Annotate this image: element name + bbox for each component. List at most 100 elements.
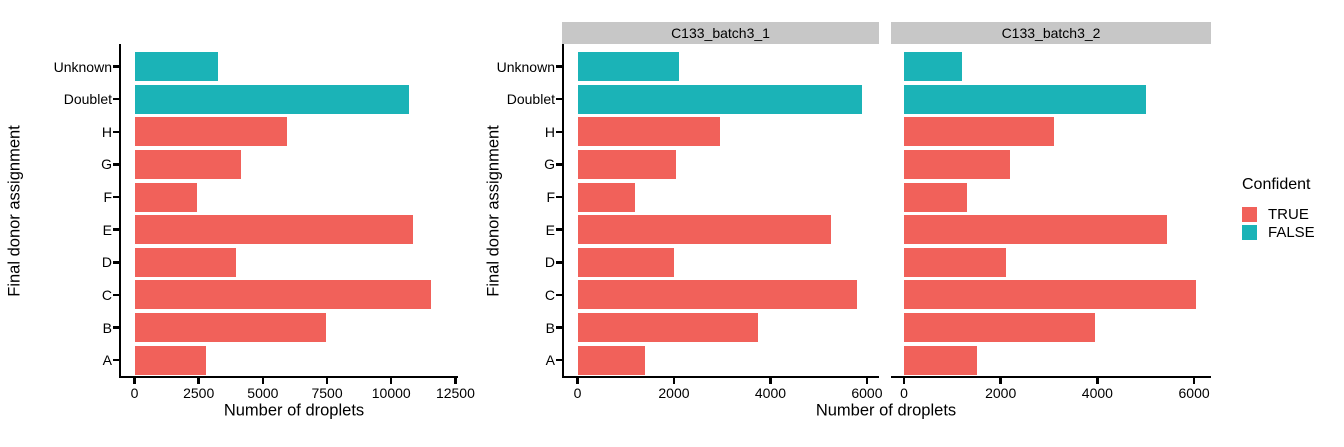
category-label: D <box>544 254 555 271</box>
y-tick-mark <box>556 293 562 297</box>
x-axis-title-right: Number of droplets <box>815 401 957 420</box>
y-tick-mark <box>113 195 119 199</box>
bar-h <box>134 117 288 147</box>
x-tick-label: 6000 <box>1178 385 1210 401</box>
category-label: B <box>102 319 112 336</box>
legend-swatch-false-icon <box>1242 225 1257 241</box>
y-tick-mark <box>556 195 562 199</box>
y-tick-mark <box>556 163 562 166</box>
bar-f <box>904 182 967 212</box>
legend-title: Confident <box>1242 176 1311 193</box>
bar-unknown <box>577 52 679 81</box>
bar-a <box>134 345 207 375</box>
x-tick-label: 2500 <box>183 385 215 401</box>
bar-g <box>134 149 242 179</box>
category-label: C <box>544 286 555 303</box>
x-tick-mark <box>672 378 676 384</box>
y-tick-mark <box>556 358 562 362</box>
category-label: C <box>101 286 112 303</box>
category-label: F <box>546 189 555 206</box>
y-tick-mark <box>113 228 119 231</box>
y-tick-mark <box>113 261 119 264</box>
bar-d <box>134 247 236 277</box>
category-label: B <box>545 319 555 336</box>
bar-g <box>904 149 1011 179</box>
y-tick-mark <box>113 293 119 297</box>
x-tick-mark <box>1096 378 1099 384</box>
bar-d <box>904 247 1006 277</box>
category-label: A <box>545 352 555 369</box>
bar-e <box>904 215 1168 245</box>
legend: Confident TRUE FALSE <box>1242 176 1315 242</box>
bar-g <box>577 149 677 179</box>
category-label: F <box>103 189 112 206</box>
x-tick-mark <box>902 378 906 384</box>
y-tick-mark <box>113 97 119 101</box>
bar-f <box>134 182 198 212</box>
x-tick-label: 2000 <box>985 385 1017 401</box>
x-tick-mark <box>133 378 136 384</box>
x-tick-label: 4000 <box>1081 385 1113 401</box>
bar-c <box>577 280 858 310</box>
facet-strip: C133_batch3_1 <box>562 22 879 44</box>
y-tick-mark <box>113 358 119 362</box>
bar-a <box>577 345 646 375</box>
category-label: G <box>101 156 112 173</box>
x-tick-label: 0 <box>573 385 582 401</box>
x-tick-mark <box>576 378 579 384</box>
x-tick-label: 6000 <box>851 385 883 401</box>
legend-label-true: TRUE <box>1268 205 1309 223</box>
x-tick-mark <box>865 378 869 384</box>
plot-panel <box>119 44 458 378</box>
bar-d <box>577 247 674 277</box>
x-tick-label: 4000 <box>754 385 787 401</box>
x-tick-label: 5000 <box>247 385 279 401</box>
category-label: A <box>102 352 112 369</box>
x-tick-mark <box>325 378 329 384</box>
bar-h <box>577 117 720 147</box>
bar-c <box>134 280 432 310</box>
bar-b <box>134 313 326 343</box>
bar-c <box>904 280 1197 310</box>
x-tick-label: 10000 <box>371 385 411 401</box>
x-tick-label: 2000 <box>658 385 690 401</box>
bar-e <box>134 215 414 245</box>
y-tick-mark <box>556 326 562 329</box>
bar-doublet <box>904 84 1146 114</box>
bar-doublet <box>577 84 863 114</box>
x-tick-mark <box>769 378 772 384</box>
x-tick-label: 12500 <box>435 385 475 401</box>
category-label: G <box>544 156 555 173</box>
category-label: Unknown <box>53 58 112 75</box>
x-tick-mark <box>454 378 457 384</box>
legend-item-true: TRUE <box>1242 205 1315 223</box>
bar-h <box>904 117 1054 147</box>
y-tick-mark <box>113 130 119 133</box>
y-tick-mark <box>556 228 562 231</box>
bar-f <box>577 182 636 212</box>
category-label: Unknown <box>496 58 555 75</box>
x-tick-mark <box>197 378 200 384</box>
legend-swatch-true-icon <box>1242 206 1257 222</box>
category-label: H <box>544 123 555 140</box>
bar-unknown <box>904 52 963 81</box>
category-label: E <box>102 221 112 238</box>
bar-b <box>577 313 759 343</box>
y-tick-mark <box>556 130 562 133</box>
bar-doublet <box>134 84 410 114</box>
y-tick-mark <box>113 163 119 166</box>
x-axis-title-left: Number of droplets <box>223 401 365 420</box>
x-tick-label: 0 <box>130 385 139 401</box>
legend-label-false: FALSE <box>1268 224 1315 242</box>
legend-item-false: FALSE <box>1242 223 1315 241</box>
bar-b <box>904 313 1095 343</box>
x-tick-mark <box>1192 378 1196 384</box>
bar-unknown <box>134 52 218 81</box>
category-label: E <box>545 221 555 238</box>
y-tick-mark <box>556 261 562 264</box>
x-tick-mark <box>999 378 1002 384</box>
category-label: Doublet <box>63 91 112 108</box>
bar-a <box>904 345 977 375</box>
x-tick-mark <box>261 378 265 384</box>
